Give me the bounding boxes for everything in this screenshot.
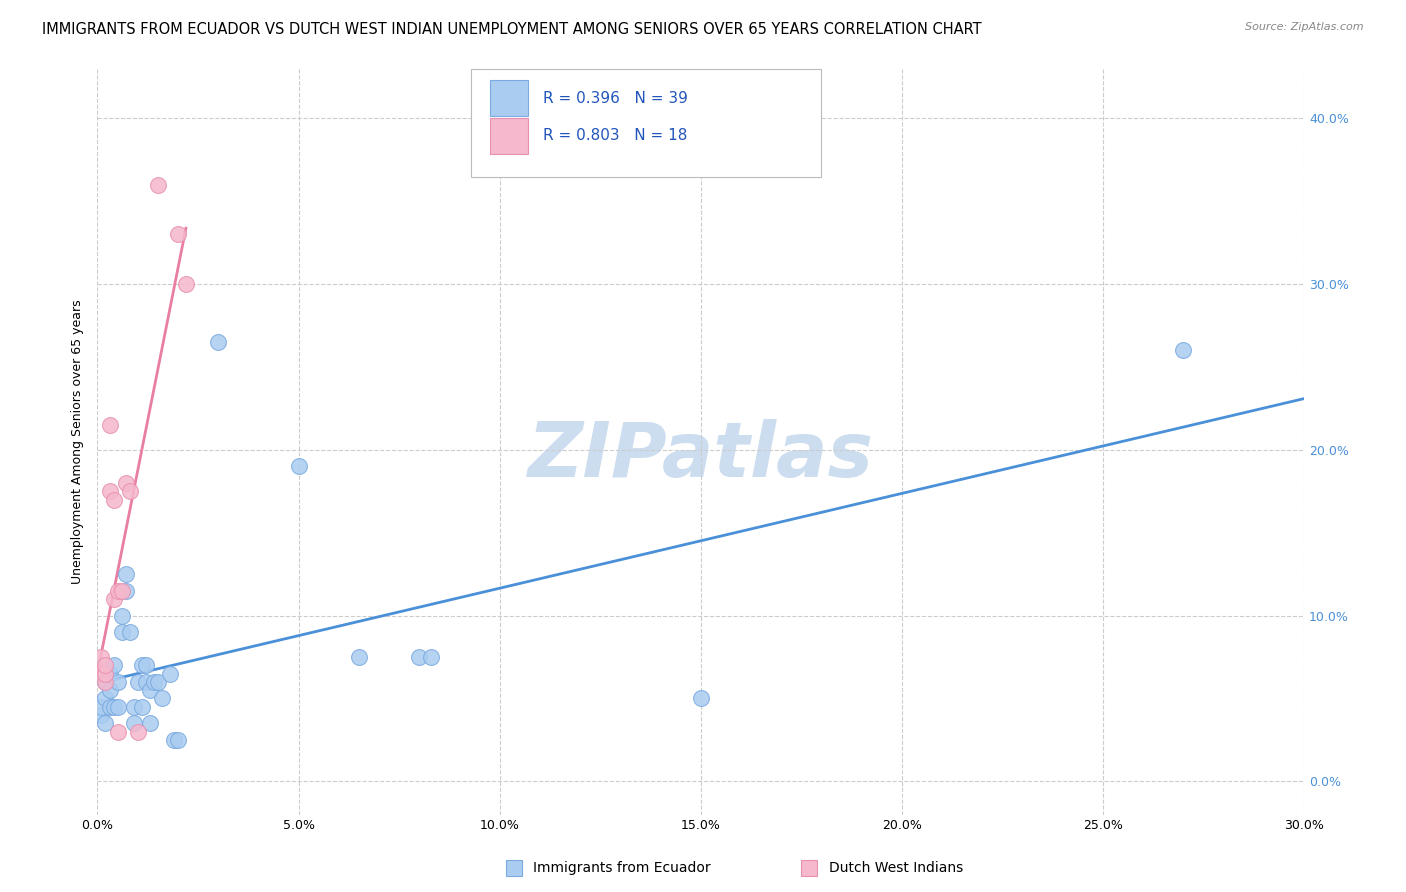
Point (127, 674, 149, 689)
Point (131, 699, 153, 714)
Point (146, 178, 169, 192)
Point (142, 674, 165, 689)
Point (94, 716, 117, 731)
Text: IMMIGRANTS FROM ECUADOR VS DUTCH WEST INDIAN UNEMPLOYMENT AMONG SENIORS OVER 65 : IMMIGRANTS FROM ECUADOR VS DUTCH WEST IN… (42, 22, 981, 37)
Point (103, 492, 125, 507)
Point (90, 699, 112, 714)
FancyBboxPatch shape (471, 69, 821, 177)
Text: Immigrants from Ecuador: Immigrants from Ecuador (533, 861, 711, 875)
Point (159, 666, 181, 681)
Text: Source: ZipAtlas.com: Source: ZipAtlas.com (1246, 22, 1364, 32)
Point (98, 666, 121, 681)
Point (110, 583, 132, 598)
Point (1173, 343, 1195, 358)
Y-axis label: Unemployment Among Seniors over 65 years: Unemployment Among Seniors over 65 years (72, 299, 84, 584)
Text: R = 0.396   N = 39: R = 0.396 N = 39 (543, 91, 688, 106)
Text: Dutch West Indians: Dutch West Indians (828, 861, 963, 875)
Point (131, 658, 153, 673)
Point (110, 625, 132, 640)
Point (689, 691, 711, 706)
Point (107, 699, 129, 714)
Point (118, 484, 141, 499)
Point (90, 666, 112, 681)
FancyBboxPatch shape (489, 118, 529, 153)
Point (408, 650, 430, 665)
Point (114, 475, 136, 490)
Point (163, 733, 186, 747)
Point (107, 583, 129, 598)
Point (146, 674, 169, 689)
Point (110, 608, 132, 623)
Point (347, 650, 370, 665)
Point (114, 567, 136, 582)
Point (94, 674, 117, 689)
Point (90, 650, 112, 665)
Point (107, 674, 129, 689)
Text: R = 0.803   N = 18: R = 0.803 N = 18 (543, 128, 688, 143)
FancyBboxPatch shape (489, 80, 529, 116)
Point (167, 227, 190, 242)
Point (287, 459, 309, 474)
Point (94, 666, 117, 681)
Point (138, 716, 160, 731)
Point (127, 724, 149, 739)
Point (98, 484, 121, 499)
Point (174, 277, 197, 291)
Point (135, 674, 157, 689)
Point (150, 691, 173, 706)
Point (103, 658, 125, 673)
Point (118, 625, 141, 640)
Point (122, 699, 145, 714)
Point (94, 658, 117, 673)
Point (98, 683, 121, 698)
Point (114, 583, 136, 598)
Point (94, 674, 117, 689)
Point (167, 733, 190, 747)
Point (103, 592, 125, 607)
Point (207, 334, 229, 349)
Point (103, 699, 125, 714)
Point (420, 650, 443, 665)
Point (98, 417, 121, 432)
Text: ZIPatlas: ZIPatlas (527, 419, 873, 493)
Point (90, 708, 112, 723)
Point (122, 716, 145, 731)
Point (98, 699, 121, 714)
Point (94, 691, 117, 706)
Point (138, 683, 160, 698)
Point (107, 724, 129, 739)
Point (135, 658, 157, 673)
